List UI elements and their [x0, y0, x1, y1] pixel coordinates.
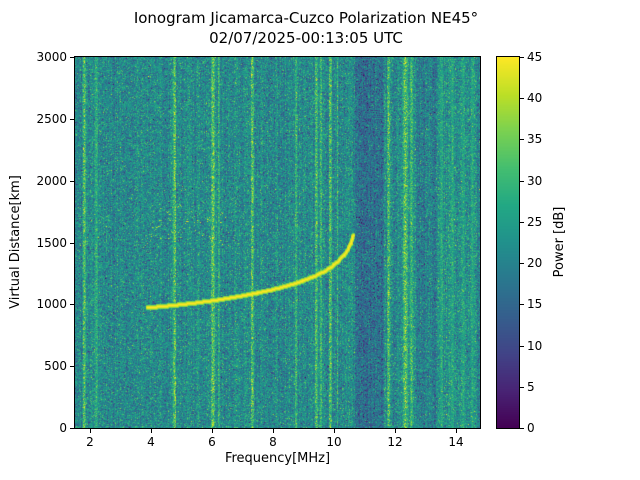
x-tick-label: 10 [326, 435, 342, 449]
plot-area [74, 56, 481, 429]
chart-subtitle: 02/07/2025-00:13:05 UTC [209, 29, 403, 47]
y-tick-mark [70, 304, 74, 305]
y-tick-mark [70, 119, 74, 120]
y-axis-label: Virtual Distance[km] [8, 175, 23, 309]
x-tick-mark [395, 429, 396, 433]
y-tick-label: 1000 [36, 297, 67, 311]
colorbar [496, 56, 520, 429]
colorbar-tick-mark [520, 387, 524, 388]
colorbar-tick-mark [520, 98, 524, 99]
x-tick-label: 6 [208, 435, 216, 449]
colorbar-tick-mark [520, 139, 524, 140]
colorbar-tick-label: 25 [527, 215, 543, 229]
y-tick-label: 2500 [36, 112, 67, 126]
colorbar-tick-mark [520, 263, 524, 264]
colorbar-tick-label: 30 [527, 174, 543, 188]
colorbar-tick-mark [520, 222, 524, 223]
x-axis-label: Frequency[MHz] [224, 451, 331, 466]
colorbar-label: Power [dB] [552, 206, 567, 278]
colorbar-tick-mark [520, 346, 524, 347]
y-tick-label: 3000 [36, 50, 67, 64]
x-tick-mark [273, 429, 274, 433]
y-tick-mark [70, 366, 74, 367]
y-tick-mark [70, 181, 74, 182]
colorbar-tick-mark [520, 428, 524, 429]
y-tick-label: 2000 [36, 174, 67, 188]
colorbar-tick-label: 40 [527, 91, 543, 105]
chart-title: Ionogram Jicamarca-Cuzco Polarization NE… [133, 9, 479, 27]
colorbar-tick-label: 10 [527, 339, 543, 353]
y-tick-mark [70, 428, 74, 429]
y-tick-label: 1500 [36, 236, 67, 250]
x-tick-label: 12 [387, 435, 403, 449]
y-tick-mark [70, 243, 74, 244]
x-tick-label: 2 [86, 435, 94, 449]
colorbar-tick-mark [520, 181, 524, 182]
x-tick-mark [151, 429, 152, 433]
colorbar-tick-label: 20 [527, 256, 543, 270]
colorbar-tick-label: 45 [527, 50, 543, 64]
colorbar-tick-mark [520, 57, 524, 58]
colorbar-tick-label: 5 [527, 380, 535, 394]
y-tick-label: 0 [59, 421, 67, 435]
colorbar-tick-mark [520, 304, 524, 305]
y-tick-mark [70, 57, 74, 58]
x-tick-mark [456, 429, 457, 433]
x-tick-mark [90, 429, 91, 433]
x-tick-mark [334, 429, 335, 433]
x-tick-mark [212, 429, 213, 433]
x-tick-label: 14 [448, 435, 464, 449]
y-tick-label: 500 [44, 359, 67, 373]
colorbar-tick-label: 0 [527, 421, 535, 435]
colorbar-tick-label: 35 [527, 132, 543, 146]
colorbar-canvas [497, 57, 519, 428]
x-tick-label: 8 [269, 435, 277, 449]
ionogram-heatmap-canvas [75, 57, 480, 428]
x-tick-label: 4 [147, 435, 155, 449]
colorbar-tick-label: 15 [527, 297, 543, 311]
